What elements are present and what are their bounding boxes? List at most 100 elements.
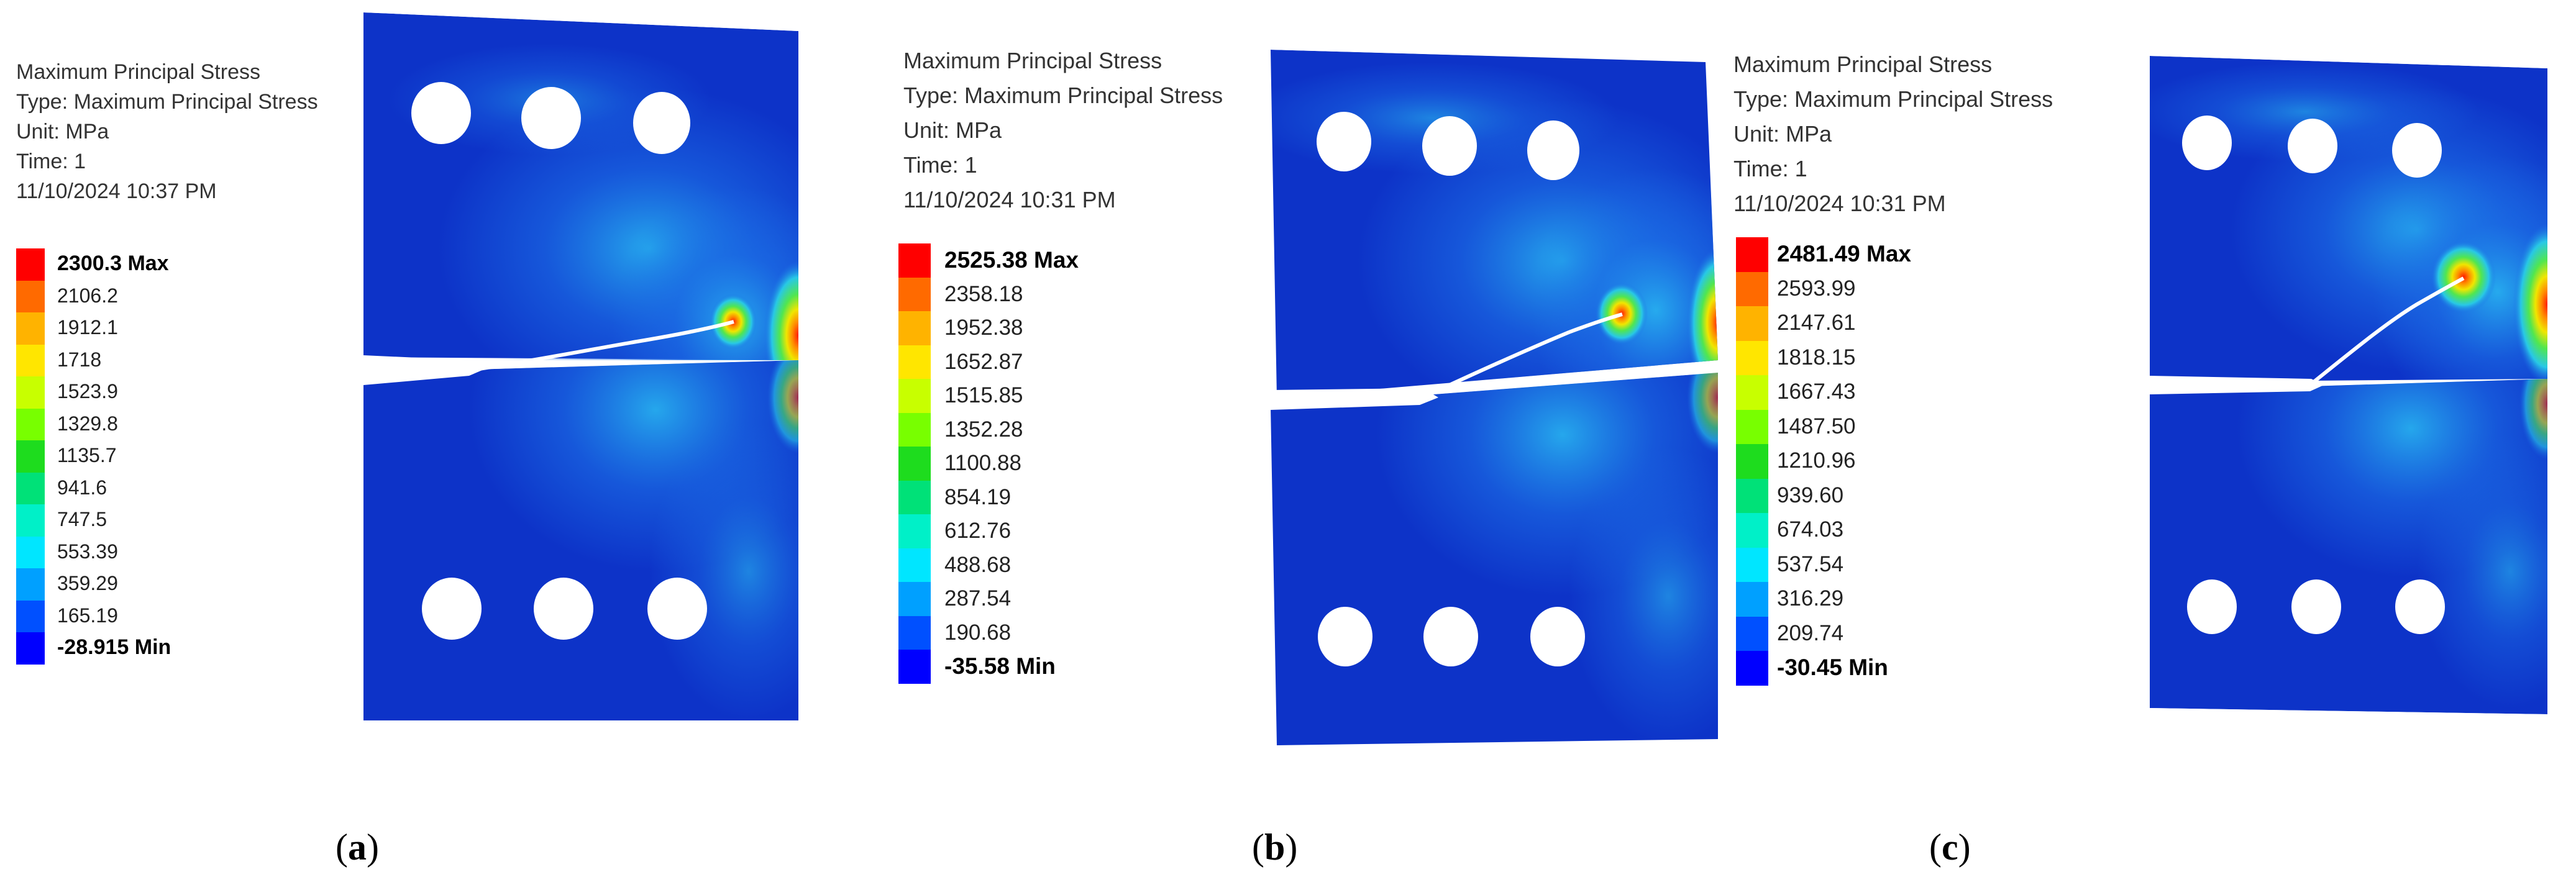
panel-caption: (c) xyxy=(1929,827,1971,868)
bolt-hole xyxy=(411,82,471,144)
bolt-hole xyxy=(1422,116,1477,176)
scale-swatch xyxy=(16,472,45,504)
scale-swatch xyxy=(16,280,45,312)
bolt-hole xyxy=(2187,579,2237,634)
result-type: Type: Maximum Principal Stress xyxy=(16,90,318,114)
bolt-holes-top xyxy=(1317,112,1579,180)
scale-min-label: -35.58 Min xyxy=(944,653,1056,679)
bolt-hole xyxy=(1530,607,1585,666)
bolt-hole xyxy=(521,87,581,149)
scale-swatch xyxy=(16,376,45,409)
scale-swatch xyxy=(1736,340,1768,375)
result-time: Time: 1 xyxy=(903,152,977,178)
scale-label: 165.19 xyxy=(57,604,118,627)
scale-swatch xyxy=(16,408,45,440)
scale-swatch xyxy=(898,345,931,379)
caption-letter: b xyxy=(1264,827,1286,868)
scale-label: 287.54 xyxy=(944,586,1012,611)
scale-swatch xyxy=(898,650,931,684)
bolt-holes-bottom xyxy=(422,578,707,640)
scale-label: 1487.50 xyxy=(1777,414,1856,438)
result-unit: Unit: MPa xyxy=(16,120,109,143)
scale-label: 2147.61 xyxy=(1777,311,1856,335)
scale-swatch xyxy=(898,243,931,278)
bolt-hole xyxy=(1318,607,1372,666)
scale-label: 1952.38 xyxy=(944,316,1023,340)
scale-min-label: -28.915 Min xyxy=(57,635,171,659)
bolt-holes-bottom xyxy=(2187,579,2445,634)
scale-swatch xyxy=(16,504,45,537)
result-title: Maximum Principal Stress xyxy=(903,48,1162,73)
scale-swatch xyxy=(898,311,931,345)
scale-label: 1652.87 xyxy=(944,349,1023,374)
scale-label: 537.54 xyxy=(1777,552,1844,576)
result-unit: Unit: MPa xyxy=(1733,121,1832,147)
scale-label: 1100.88 xyxy=(944,451,1021,475)
scale-swatch xyxy=(1736,409,1768,444)
stress-contour-plate xyxy=(1271,50,1718,745)
scale-label: 209.74 xyxy=(1777,620,1844,645)
bolt-hole xyxy=(633,92,690,154)
scale-swatch xyxy=(1736,375,1768,410)
stress-contour-plate xyxy=(363,12,798,720)
scale-swatch xyxy=(1736,444,1768,479)
bolt-hole xyxy=(2182,116,2232,170)
crack-notch xyxy=(1271,388,1438,410)
scale-swatch xyxy=(1736,513,1768,548)
scale-label: 1718 xyxy=(57,348,102,371)
bolt-hole xyxy=(647,578,707,640)
scale-label: 2593.99 xyxy=(1777,276,1856,301)
bolt-holes-bottom xyxy=(1318,607,1585,666)
bolt-holes-top xyxy=(2182,116,2442,178)
scale-max-label: 2525.38 Max xyxy=(944,247,1079,273)
scale-swatch xyxy=(16,248,45,281)
panel-caption: (a) xyxy=(336,827,379,868)
legend: Maximum Principal Stress Type: Maximum P… xyxy=(1733,47,2053,221)
bolt-hole xyxy=(2392,123,2442,178)
scale-label: 612.76 xyxy=(944,519,1012,543)
crack-notch xyxy=(2150,376,2324,394)
scale-label: 941.6 xyxy=(57,476,107,499)
scale-label: 2106.2 xyxy=(57,284,118,307)
result-timestamp: 11/10/2024 10:37 PM xyxy=(16,179,217,203)
legend-meta: Maximum Principal Stress Type: Maximum P… xyxy=(16,57,318,206)
scale-label: 1523.9 xyxy=(57,380,118,402)
scale-label: 1352.28 xyxy=(944,417,1023,442)
panel-b: Maximum Principal Stress Type: Maximum P… xyxy=(864,0,1733,890)
scale-swatch xyxy=(898,379,931,413)
bolt-hole xyxy=(2288,119,2337,173)
result-title: Maximum Principal Stress xyxy=(1733,52,1993,77)
result-type: Type: Maximum Principal Stress xyxy=(903,83,1223,108)
bolt-hole xyxy=(2291,579,2341,634)
legend-meta: Maximum Principal Stress Type: Maximum P… xyxy=(1733,47,2053,221)
scale-swatch xyxy=(16,600,45,632)
result-timestamp: 11/10/2024 10:31 PM xyxy=(1733,191,1946,216)
scale-label: 1329.8 xyxy=(57,412,118,435)
scale-label: 1210.96 xyxy=(1777,448,1856,473)
scale-swatch xyxy=(1736,547,1768,582)
scale-swatch xyxy=(1736,616,1768,651)
scale-label: 939.60 xyxy=(1777,483,1844,507)
scale-label: 488.68 xyxy=(944,552,1012,577)
scale-label: 316.29 xyxy=(1777,586,1844,611)
scale-swatch xyxy=(898,447,931,481)
upper-half xyxy=(363,12,798,360)
result-title: Maximum Principal Stress xyxy=(16,60,260,84)
result-unit: Unit: MPa xyxy=(903,117,1002,143)
scale-label: 190.68 xyxy=(944,620,1012,645)
crack-path xyxy=(462,320,734,373)
scale-label: 674.03 xyxy=(1777,517,1844,542)
crack-path xyxy=(2304,276,2465,391)
scale-min-label: -30.45 Min xyxy=(1777,655,1888,680)
upper-half xyxy=(1271,50,1718,397)
bolt-hole xyxy=(2395,579,2445,634)
result-time: Time: 1 xyxy=(1733,156,1807,181)
bolt-hole xyxy=(422,578,482,640)
caption-letter: a xyxy=(347,827,367,868)
scale-label: 1818.15 xyxy=(1777,345,1856,370)
result-time: Time: 1 xyxy=(16,150,86,173)
scale-label: 1667.43 xyxy=(1777,379,1856,404)
crack-notch xyxy=(363,355,486,385)
scale-max-label: 2300.3 Max xyxy=(57,252,169,275)
scale-swatch xyxy=(16,632,45,665)
